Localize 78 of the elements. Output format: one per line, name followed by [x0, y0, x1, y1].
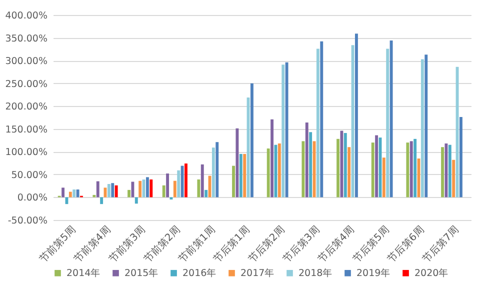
legend-label: 2018年 [298, 267, 333, 280]
bar [180, 166, 184, 198]
bar [270, 119, 274, 198]
bar [305, 122, 308, 198]
bar [250, 83, 254, 198]
y-tick-label: 100.00% [5, 147, 48, 158]
bar [239, 154, 242, 198]
bar [336, 138, 340, 198]
legend-label: 2017年 [240, 267, 275, 280]
y-tick-label: 200.00% [5, 102, 48, 113]
bar [212, 148, 215, 198]
bar [150, 179, 153, 198]
bar [76, 189, 80, 198]
y-tick-label: 50.00% [11, 170, 48, 181]
bar [282, 64, 285, 198]
bar [134, 197, 138, 204]
legend-label: 2015年 [124, 267, 159, 280]
bar [424, 54, 428, 198]
bar [236, 128, 239, 198]
bar [62, 188, 65, 198]
bar [340, 130, 344, 198]
bar [344, 132, 347, 198]
bar [382, 158, 386, 198]
bar [371, 142, 374, 198]
bar [138, 180, 142, 198]
bar [348, 147, 351, 198]
y-tick-label: 150.00% [5, 124, 48, 136]
bar [410, 141, 413, 198]
bar [448, 144, 452, 198]
bar [173, 180, 176, 198]
bar [444, 143, 448, 198]
y-tick-label: 300.00% [5, 56, 48, 68]
legend-label: 2020年 [414, 267, 449, 280]
bar [68, 192, 72, 198]
bar [285, 62, 288, 198]
legend-label: 2019年 [356, 267, 391, 280]
bar [316, 48, 320, 198]
bar [420, 59, 424, 198]
bar [131, 182, 134, 198]
bar [309, 132, 312, 198]
y-tick-label: 0.00% [17, 192, 48, 204]
bar [72, 189, 76, 198]
bar [204, 190, 208, 198]
bar [302, 141, 305, 198]
bar [184, 164, 188, 198]
bar [177, 170, 180, 198]
bar [162, 185, 166, 198]
bar [197, 179, 200, 198]
bar [390, 40, 393, 198]
bar [216, 142, 219, 198]
bar [266, 148, 270, 198]
y-tick-label: 350.00% [5, 33, 48, 44]
bar [414, 138, 417, 198]
bar [441, 147, 444, 198]
bar [375, 135, 378, 198]
bar [200, 164, 204, 198]
legend-label: 2016年 [182, 267, 217, 280]
bar [406, 142, 410, 198]
bar [107, 184, 110, 198]
y-tick-label: -50.00% [8, 216, 48, 226]
bar [146, 177, 149, 198]
y-tick-label: 250.00% [5, 78, 48, 90]
y-tick-label: 400.00% [5, 10, 48, 22]
bar [452, 160, 456, 198]
legend-label: 2014年 [66, 267, 101, 280]
bar [459, 117, 462, 198]
bar [243, 154, 246, 198]
bar [100, 197, 104, 204]
bar [114, 185, 118, 198]
bar [320, 41, 324, 198]
bar [232, 166, 235, 198]
bar [354, 34, 358, 198]
bar [128, 190, 130, 198]
bar [96, 181, 100, 198]
bar [166, 174, 170, 198]
bar [111, 183, 114, 198]
bar [278, 143, 281, 198]
bar [386, 48, 390, 198]
